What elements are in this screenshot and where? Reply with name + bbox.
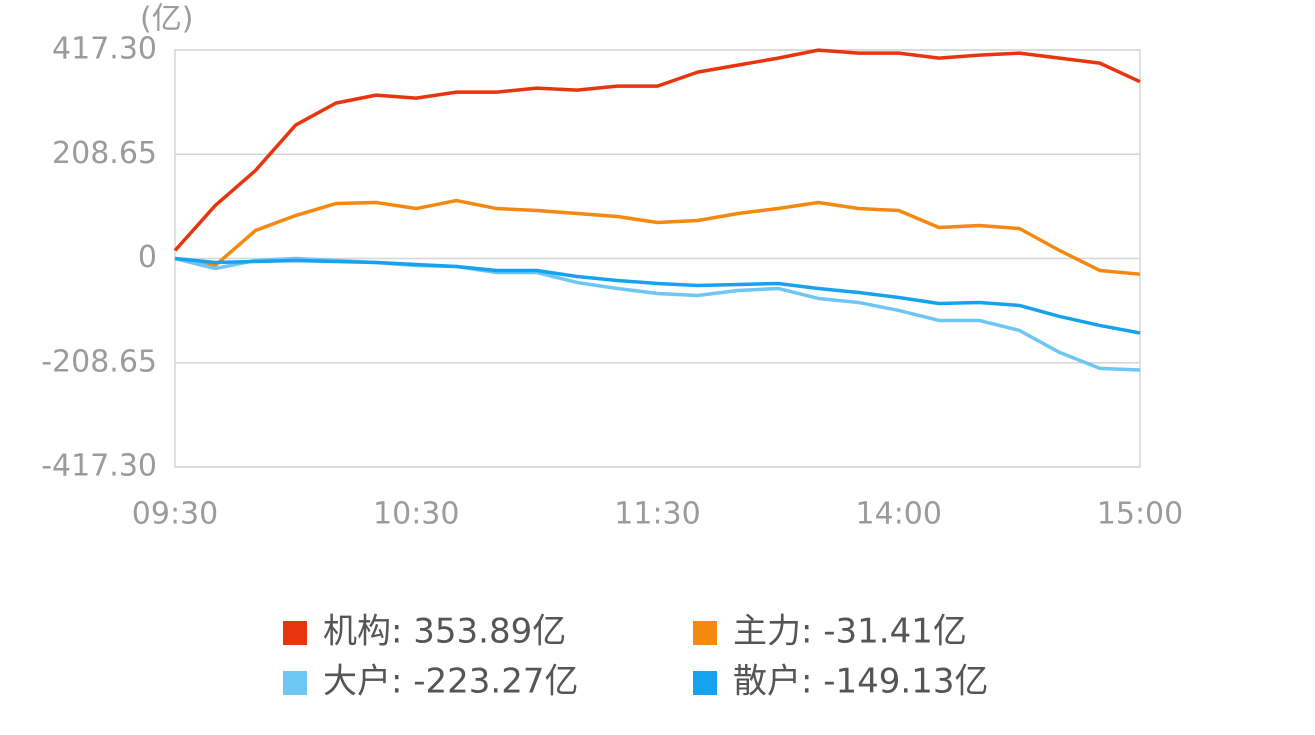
- legend-swatch: [283, 671, 307, 695]
- y-tick-label: 208.65: [52, 136, 157, 171]
- x-tick-label: 15:00: [1097, 497, 1183, 532]
- legend-swatch: [283, 621, 307, 645]
- x-tick-label: 10:30: [373, 497, 459, 532]
- y-tick-label: -208.65: [41, 344, 157, 379]
- series-line: [174, 256, 1141, 372]
- series-line: [174, 198, 1141, 276]
- x-tick-label: 09:30: [132, 497, 218, 532]
- legend-swatch: [693, 671, 717, 695]
- unit-label: (亿): [140, 2, 193, 37]
- legend-label: 机构: 353.89亿: [323, 612, 566, 652]
- legend-label: 散户: -149.13亿: [733, 662, 989, 702]
- y-tick-label: -417.30: [41, 449, 157, 484]
- x-tick-label: 11:30: [614, 497, 700, 532]
- legend-label: 大户: -223.27亿: [323, 662, 579, 702]
- legend-label: 主力: -31.41亿: [733, 612, 967, 652]
- x-tick-label: 14:00: [856, 497, 942, 532]
- y-tick-label: 0: [138, 240, 157, 275]
- y-tick-label: 417.30: [52, 32, 157, 67]
- legend-swatch: [693, 621, 717, 645]
- series-line: [173, 48, 1141, 252]
- series-line: [174, 256, 1141, 335]
